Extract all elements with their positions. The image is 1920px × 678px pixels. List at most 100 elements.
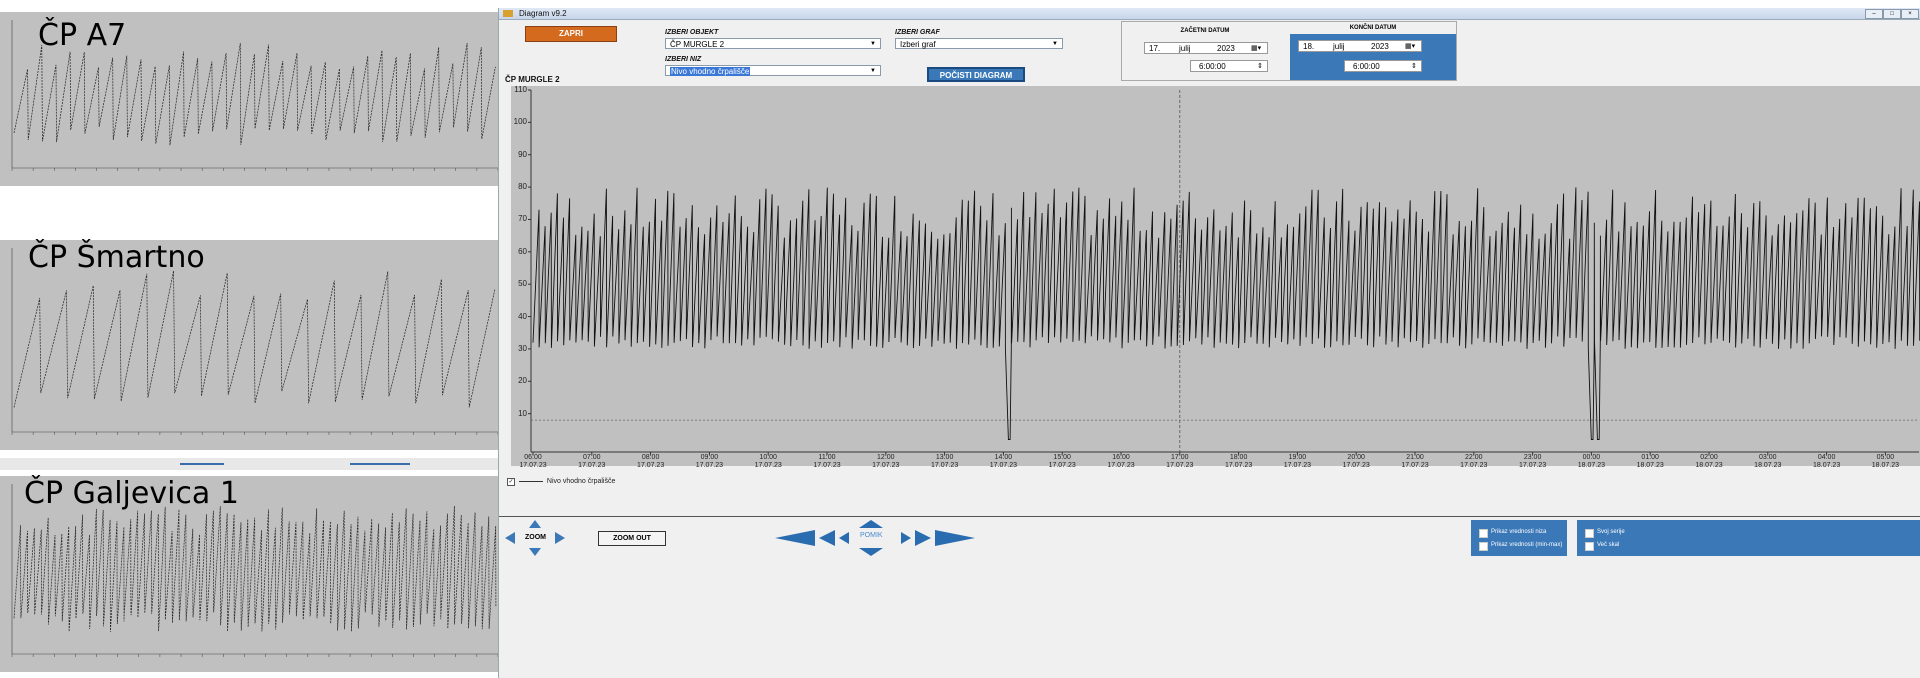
x-tick-date: 17.07.23 — [1283, 462, 1312, 469]
legend: ✓ Nivo vhodno črpališče — [507, 478, 615, 486]
clear-diagram-button[interactable]: POČISTI DIAGRAM — [927, 67, 1025, 82]
pan-label: POMIK — [860, 532, 883, 539]
legend-line — [518, 480, 543, 482]
y-tick-label: 80 — [518, 182, 527, 192]
x-tick-label: 12:00 17.07.23 — [866, 454, 906, 470]
calendar-icon[interactable]: ▦▾ — [1251, 45, 1262, 52]
x-tick-label: 07:00 17.07.23 — [572, 454, 612, 470]
x-tick-time: 13:00 — [935, 454, 954, 461]
start-date-picker[interactable]: 17. julij 2023 ▦▾ — [1144, 42, 1268, 54]
start-date-group: ZAČETNI DATUM 17. julij 2023 ▦▾ 6:00:00 … — [1122, 22, 1288, 80]
own-series-label: Svoj serije — [1597, 529, 1625, 535]
x-tick-time: 14:00 — [994, 454, 1013, 461]
y-tick-label: 70 — [518, 214, 527, 224]
x-tick-time: 04:00 — [1817, 454, 1836, 461]
x-tick-label: 21:00 17.07.23 — [1395, 454, 1435, 470]
show-minmax-checkbox[interactable] — [1479, 542, 1488, 551]
object-select[interactable]: ČP MURGLE 2 ▼ — [665, 38, 881, 49]
end-date-picker[interactable]: 18. julij 2023 ▦▾ — [1298, 40, 1422, 52]
x-tick-time: 18:00 — [1229, 454, 1248, 461]
end-date-heading: KONČNI DATUM — [1290, 22, 1456, 34]
x-tick-date: 17.07.23 — [1107, 462, 1135, 469]
x-tick-time: 23:00 — [1523, 454, 1542, 461]
x-tick-time: 11:00 — [818, 454, 836, 461]
x-tick-date: 17.07.23 — [519, 462, 547, 469]
pan-arrows[interactable] — [775, 520, 975, 556]
mini-chart-smartno: ČP Šmartno — [0, 240, 498, 450]
x-tick-date: 17.07.23 — [636, 462, 665, 469]
zoom-out-button[interactable]: ZOOM OUT — [598, 531, 666, 546]
y-tick-label: 30 — [518, 343, 527, 353]
main-chart[interactable] — [511, 86, 1920, 466]
selected-object-label: ČP MURGLE 2 — [505, 75, 560, 84]
maximize-button[interactable]: □ — [1883, 9, 1901, 19]
x-tick-time: 16:00 — [1112, 454, 1130, 461]
x-tick-date: 17.07.23 — [930, 462, 959, 469]
close-button[interactable]: ZAPRI — [525, 26, 617, 42]
own-series-checkbox[interactable] — [1585, 529, 1594, 538]
x-tick-label: 20:00 17.07.23 — [1336, 454, 1376, 470]
minimize-button[interactable]: – — [1865, 9, 1883, 19]
mini-chart-galjevica-plot — [11, 484, 498, 657]
y-tick-label: 50 — [518, 279, 527, 289]
x-tick-date: 18.07.23 — [1812, 462, 1841, 469]
end-date-group: KONČNI DATUM 18. julij 2023 ▦▾ 6:00:00 ⇕ — [1290, 22, 1456, 80]
x-tick-time: 15:00 — [1053, 454, 1071, 461]
x-tick-time: 20:00 — [1347, 454, 1365, 461]
end-month: julij — [1333, 42, 1345, 51]
strip-bar — [350, 463, 410, 465]
x-tick-date: 17.07.23 — [1048, 462, 1076, 469]
legend-label: Nivo vhodno črpališče — [546, 478, 616, 485]
show-series-values-checkbox[interactable] — [1479, 529, 1488, 538]
mini-chart-a7: ČP A7 — [0, 12, 498, 186]
mini-toolbar-strip — [0, 458, 498, 470]
graph-select[interactable]: Izberi graf ▼ — [895, 38, 1063, 49]
x-tick-label: 03:00 18.07.23 — [1748, 454, 1788, 470]
x-tick-date: 17.07.23 — [578, 462, 606, 469]
series-options-panel: Prikaz vrednosti niza Prikaz vrednosti (… — [1471, 520, 1567, 556]
calendar-icon[interactable]: ▦▾ — [1405, 43, 1416, 50]
start-time: 6:00:00 — [1199, 62, 1226, 71]
main-chart-svg — [528, 89, 1920, 455]
series-label: IZBERI NIZ — [665, 56, 702, 63]
x-tick-time: 17:00 — [1171, 454, 1189, 461]
x-tick-time: 22:00 — [1465, 454, 1483, 461]
x-tick-date: 17.07.23 — [695, 462, 724, 469]
window-titlebar: Diagram v9.2 – □ × — [499, 8, 1920, 20]
x-tick-time: 02:00 — [1700, 454, 1718, 461]
x-tick-date: 17.07.23 — [1166, 462, 1194, 469]
legend-checkbox[interactable]: ✓ — [507, 478, 515, 486]
close-window-button[interactable]: × — [1901, 9, 1919, 19]
end-time-picker[interactable]: 6:00:00 ⇕ — [1344, 60, 1422, 72]
pan-step-right-icon — [901, 532, 911, 544]
x-tick-time: 05:00 — [1876, 454, 1895, 461]
start-time-picker[interactable]: 6:00:00 ⇕ — [1190, 60, 1268, 72]
pan-step-left-icon — [839, 532, 849, 544]
mini-chart-title: ČP Galjevica 1 — [24, 476, 239, 511]
spin-icon[interactable]: ⇕ — [1411, 63, 1417, 70]
pan-far-right-icon — [935, 530, 975, 546]
zoom-arrows[interactable] — [505, 520, 565, 556]
spin-icon[interactable]: ⇕ — [1257, 63, 1263, 70]
x-tick-time: 00:00 — [1582, 454, 1601, 461]
x-tick-label: 16:00 17.07.23 — [1101, 454, 1141, 470]
x-tick-label: 23:00 17.07.23 — [1513, 454, 1553, 470]
x-tick-label: 14:00 17.07.23 — [983, 454, 1023, 470]
x-tick-time: 12:00 — [877, 454, 895, 461]
x-tick-label: 08:00 17.07.23 — [631, 454, 671, 470]
y-tick-label: 60 — [518, 246, 527, 256]
x-tick-label: 15:00 17.07.23 — [1042, 454, 1082, 470]
graph-label: IZBERI GRAF — [895, 29, 940, 36]
window-title: Diagram v9.2 — [519, 9, 567, 18]
show-series-values-label: Prikaz vrednosti niza — [1491, 529, 1547, 535]
series-select[interactable]: Nivo vhodno črpališče ▼ — [665, 65, 881, 76]
pan-left-icon — [819, 530, 835, 546]
end-year: 2023 — [1371, 42, 1389, 51]
x-tick-label: 04:00 18.07.23 — [1807, 454, 1847, 470]
scale-options-panel: Svoj serije Več skal — [1577, 520, 1920, 556]
mini-chart-title: ČP Šmartno — [28, 240, 205, 275]
multi-scale-checkbox[interactable] — [1585, 542, 1594, 551]
mini-chart-smartno-plot — [11, 248, 498, 435]
multi-scale-label: Več skal — [1597, 542, 1620, 548]
app-icon — [503, 10, 513, 17]
